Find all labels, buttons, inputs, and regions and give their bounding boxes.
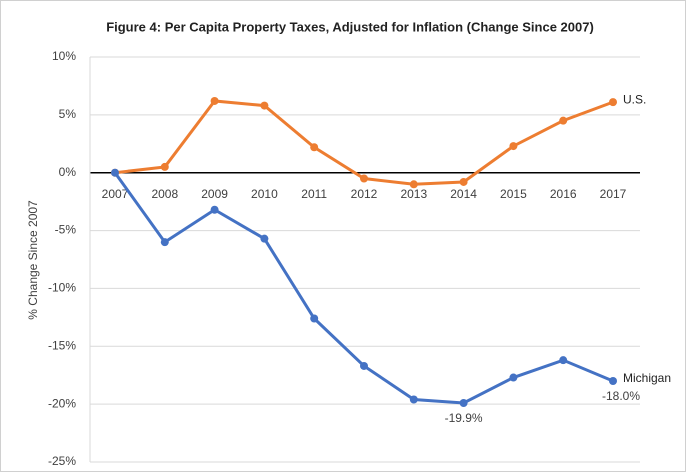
x-tick-label: 2017 [600, 187, 627, 201]
y-tick-label: 10% [52, 49, 76, 63]
x-tick-label: 2008 [151, 187, 178, 201]
data-point [210, 205, 219, 214]
data-point [559, 356, 568, 365]
x-tick-label: 2015 [500, 187, 527, 201]
data-point [360, 174, 368, 183]
x-tick-label: 2009 [201, 187, 228, 201]
data-label: -19.9% [445, 411, 483, 425]
data-point [111, 168, 119, 177]
x-tick-label: 2012 [351, 187, 378, 201]
y-tick-label: -5% [55, 223, 77, 237]
data-point [509, 142, 518, 151]
data-point [310, 314, 319, 323]
data-point [360, 361, 368, 370]
data-point [260, 101, 269, 110]
data-point [160, 162, 169, 171]
x-tick-label: 2010 [251, 187, 278, 201]
y-tick-label: -20% [48, 396, 76, 410]
data-point [409, 395, 418, 404]
data-point [310, 143, 319, 152]
data-point [609, 377, 617, 385]
y-tick-label: 5% [59, 107, 77, 121]
y-tick-label: -10% [48, 281, 76, 295]
chart-title: Figure 4: Per Capita Property Taxes, Adj… [106, 19, 594, 34]
data-point [459, 177, 468, 186]
series-label: Michigan [623, 371, 671, 385]
data-point [459, 398, 468, 407]
y-tick-label: 0% [59, 165, 77, 179]
y-axis-label: % Change Since 2007 [26, 200, 40, 320]
data-point [210, 96, 219, 105]
x-tick-label: 2007 [102, 187, 129, 201]
data-label: -18.0% [602, 389, 640, 403]
x-tick-label: 2011 [301, 187, 327, 201]
x-tick-label: 2013 [400, 187, 427, 201]
data-point [559, 116, 568, 125]
data-point [260, 234, 269, 243]
y-tick-label: -15% [48, 338, 76, 352]
data-point [609, 98, 617, 107]
data-point [509, 373, 518, 382]
data-point [160, 238, 169, 247]
data-point [409, 180, 418, 189]
series-label: U.S. [623, 92, 646, 106]
x-tick-label: 2014 [450, 187, 477, 201]
x-tick-label: 2016 [550, 187, 577, 201]
y-tick-label: -25% [48, 454, 76, 468]
